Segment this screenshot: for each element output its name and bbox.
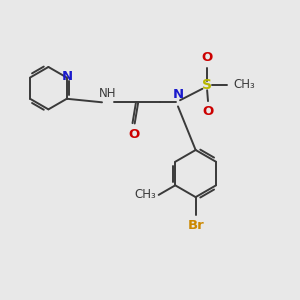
Text: CH₃: CH₃ — [233, 78, 255, 91]
Text: NH: NH — [99, 87, 116, 100]
Text: Br: Br — [187, 219, 204, 232]
Text: O: O — [201, 51, 212, 64]
Text: CH₃: CH₃ — [134, 188, 156, 201]
Text: N: N — [172, 88, 184, 100]
Text: O: O — [202, 105, 214, 118]
Text: S: S — [202, 78, 212, 92]
Text: N: N — [62, 70, 73, 83]
Text: O: O — [128, 128, 140, 141]
